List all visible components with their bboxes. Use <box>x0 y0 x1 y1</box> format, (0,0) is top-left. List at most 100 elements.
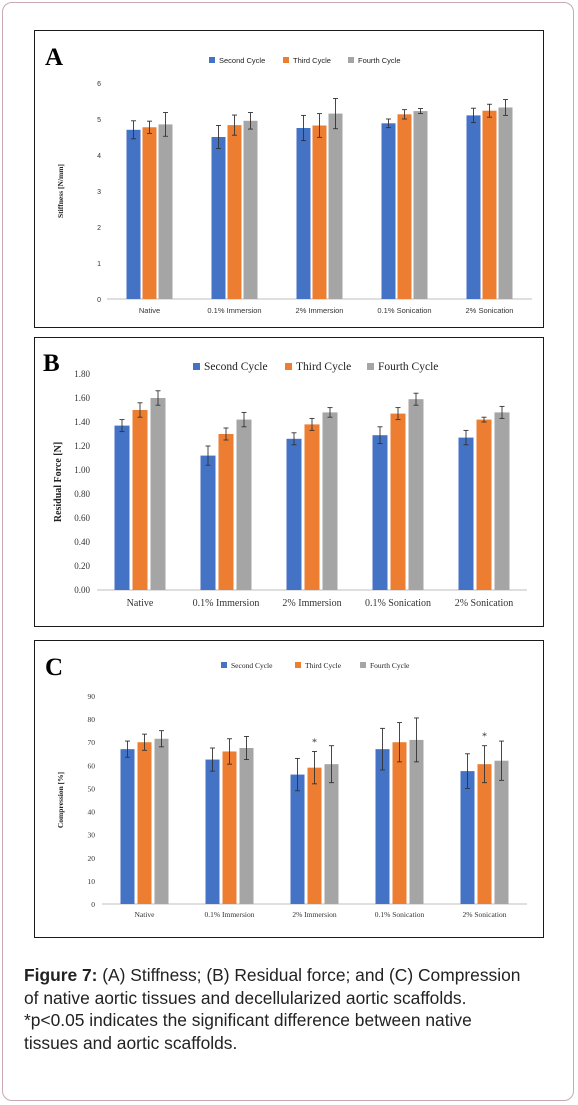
bar <box>408 399 424 590</box>
y-tick-label: 90 <box>88 692 96 701</box>
x-category-label: 2% Immersion <box>282 598 341 609</box>
figure-caption: Figure 7: (A) Stiffness; (B) Residual fo… <box>24 964 554 1054</box>
x-category-label: 2% Sonication <box>463 910 507 919</box>
legend-label: Fourth Cycle <box>358 56 401 65</box>
bar <box>290 774 305 904</box>
legend-label: Second Cycle <box>231 661 273 670</box>
x-category-label: 0.1% Immersion <box>193 598 260 609</box>
bar <box>476 419 492 590</box>
y-tick-label: 10 <box>88 877 96 886</box>
bar <box>200 455 216 590</box>
legend-swatch <box>360 662 366 668</box>
bar <box>218 434 234 590</box>
bar <box>205 759 220 904</box>
x-category-label: 0.1% Sonication <box>377 306 431 315</box>
bar <box>392 742 407 904</box>
legend-label: Second Cycle <box>204 361 268 373</box>
y-tick-label: 3 <box>97 189 101 196</box>
y-tick-label: 5 <box>97 117 101 124</box>
y-tick-label: 1.00 <box>74 465 90 475</box>
legend-swatch <box>367 363 374 370</box>
legend-label: Second Cycle <box>219 56 265 65</box>
legend-label: Third Cycle <box>296 361 351 373</box>
y-tick-label: 50 <box>88 784 96 793</box>
bar <box>328 113 343 299</box>
y-tick-label: 4 <box>97 153 101 160</box>
y-tick-label: 1.80 <box>74 369 90 379</box>
bar <box>286 438 302 590</box>
compression-chart-panel: C Second Cycle Third Cycle Fourth Cycle 0 10 2… <box>34 640 544 938</box>
y-tick-label: 0.40 <box>74 537 90 547</box>
caption-line-1: (A) Stiffness; (B) Residual force; and (… <box>97 965 521 985</box>
bar <box>211 137 226 299</box>
bar <box>494 412 510 590</box>
bar <box>381 123 396 299</box>
bar <box>458 437 474 590</box>
y-tick-label: 0 <box>91 900 95 909</box>
bar <box>375 749 390 904</box>
bar <box>397 114 412 299</box>
x-category-label: 0.1% Sonication <box>365 598 431 609</box>
bar <box>460 771 475 904</box>
y-axis-label: Compression [%] <box>56 772 65 828</box>
x-category-label: 0.1% Immersion <box>207 306 261 315</box>
caption-line-3: *p<0.05 indicates the significant differ… <box>24 1010 472 1030</box>
y-tick-label: 1.20 <box>74 441 90 451</box>
y-axis-label: Residual Force [N] <box>53 442 64 522</box>
x-category-label: Native <box>139 306 160 315</box>
bar <box>322 412 338 590</box>
x-category-label: 0.1% Sonication <box>375 910 425 919</box>
bar <box>324 764 339 904</box>
y-tick-label: 0.80 <box>74 489 90 499</box>
y-tick-label: 0.00 <box>74 585 90 595</box>
bar <box>498 107 513 299</box>
bar <box>142 127 157 299</box>
bar <box>482 110 497 299</box>
bar <box>222 751 237 904</box>
x-category-label: 2% Immersion <box>296 306 344 315</box>
bar <box>154 738 169 904</box>
bar <box>150 398 166 590</box>
legend-label: Third Cycle <box>293 56 331 65</box>
y-axis-label: Stiffness [N/mm] <box>56 164 65 218</box>
bar <box>477 764 492 904</box>
y-tick-label: 40 <box>88 808 96 817</box>
y-tick-label: 0.60 <box>74 513 90 523</box>
y-tick-label: 60 <box>88 761 96 770</box>
bar <box>126 129 141 299</box>
bar <box>390 413 406 590</box>
y-tick-label: 30 <box>88 831 96 840</box>
significance-asterisk: * <box>312 737 317 748</box>
legend-label: Fourth Cycle <box>370 661 410 670</box>
residual-force-chart-panel: B Second Cycle Third Cycle Fourth Cycle 0.00… <box>34 337 544 627</box>
bar <box>312 125 327 299</box>
x-category-label: 2% Immersion <box>292 910 337 919</box>
y-tick-label: 1.60 <box>74 393 90 403</box>
compression-chart: C Second Cycle Third Cycle Fourth Cycle 0 10 2… <box>45 654 527 919</box>
bar <box>409 739 424 904</box>
stiffness-chart: A Second Cycle Third Cycle Fourth Cycle 0 1 2 3… <box>45 44 532 315</box>
caption-line-4: tissues and aortic scaffolds. <box>24 1032 238 1053</box>
y-tick-label: 0 <box>97 297 101 304</box>
legend-swatch <box>283 57 289 63</box>
legend-swatch <box>221 662 227 668</box>
bar <box>466 115 481 300</box>
y-tick-label: 1.40 <box>74 417 90 427</box>
x-category-label: 2% Sonication <box>466 306 514 315</box>
bar <box>372 435 388 590</box>
legend-swatch <box>348 57 354 63</box>
legend-swatch <box>295 662 301 668</box>
stiffness-chart-panel: A Second Cycle Third Cycle Fourth Cycle 0 1 2 3… <box>34 30 544 328</box>
significance-asterisk: * <box>482 732 487 743</box>
bar <box>158 124 173 300</box>
bar <box>239 748 254 904</box>
legend-swatch <box>209 57 215 63</box>
caption-label: Figure 7: <box>24 965 98 985</box>
y-tick-label: 2 <box>97 225 101 232</box>
panel-letter: B <box>43 350 60 377</box>
bar <box>304 424 320 590</box>
x-category-label: Native <box>127 598 154 609</box>
bar <box>114 425 130 590</box>
legend-label: Third Cycle <box>305 661 342 670</box>
